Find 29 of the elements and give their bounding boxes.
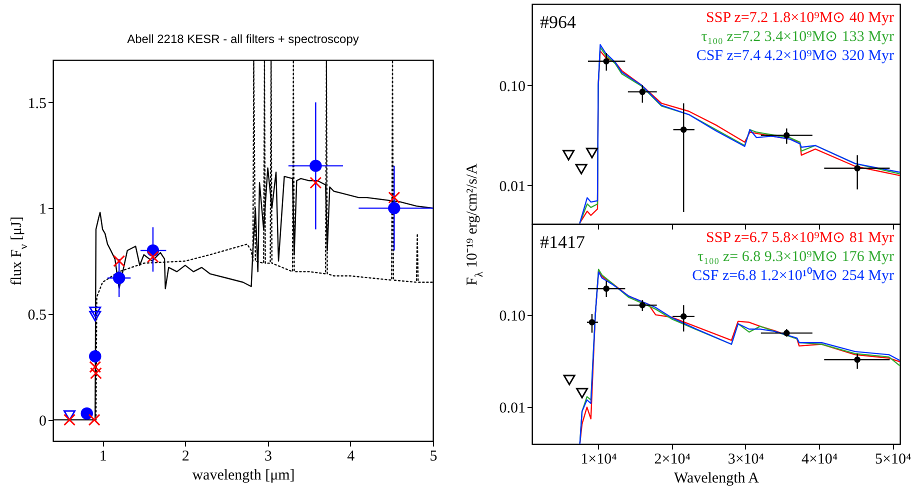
y-tick-label: 0 — [39, 413, 46, 430]
annotation: #964 — [540, 12, 576, 32]
text: τ₁₀₀ z= 6.8 9.3×10⁹M⊙ 176 Myr — [698, 249, 894, 265]
y-tick-label: 1 — [39, 202, 46, 218]
x-tick-label: 4 — [347, 448, 356, 464]
text: CSF z=6.8 1.2×10¹⁰M⊙ 254 Myr — [692, 267, 894, 284]
x-tick-label: 5×10⁴ — [875, 452, 912, 468]
x-tick-label: 2 — [182, 448, 190, 464]
y-tick-label: 0.01 — [499, 400, 526, 417]
x-tick-label: 3 — [264, 448, 272, 464]
annotation: #1417 — [540, 232, 585, 252]
x-tick-label: 3×10⁴ — [728, 452, 764, 468]
x-tick-label: 4×10⁴ — [801, 452, 838, 468]
x-axis-title: Wavelength A — [674, 470, 760, 486]
text: SSP z=6.7 5.8×10⁹M⊙ 81 Myr — [706, 230, 894, 246]
y-tick-label: 1.5 — [28, 96, 46, 112]
text: τ₁₀₀ z=7.2 3.4×10⁹M⊙ 133 Myr — [701, 29, 894, 45]
x-tick-label: 5 — [430, 448, 438, 464]
x-tick-label: 2×10⁴ — [654, 452, 690, 468]
y-tick-label: 0.5 — [28, 308, 46, 324]
x-axis-title: wavelength [μm] — [192, 468, 295, 484]
y-tick-label: 0.01 — [499, 178, 526, 195]
y-tick-label: 0.10 — [499, 78, 526, 95]
x-tick-label: 1×10⁴ — [580, 452, 617, 468]
y-tick-label: 0.10 — [499, 308, 526, 324]
x-tick-label: 1 — [99, 448, 107, 464]
chart-title: Abell 2218 KESR - all filters + spectroscopy — [127, 32, 359, 46]
text: CSF z=7.4 4.2×10⁹M⊙ 320 Myr — [696, 48, 894, 64]
text: SSP z=7.2 1.8×10⁹M⊙ 40 Myr — [706, 10, 894, 26]
